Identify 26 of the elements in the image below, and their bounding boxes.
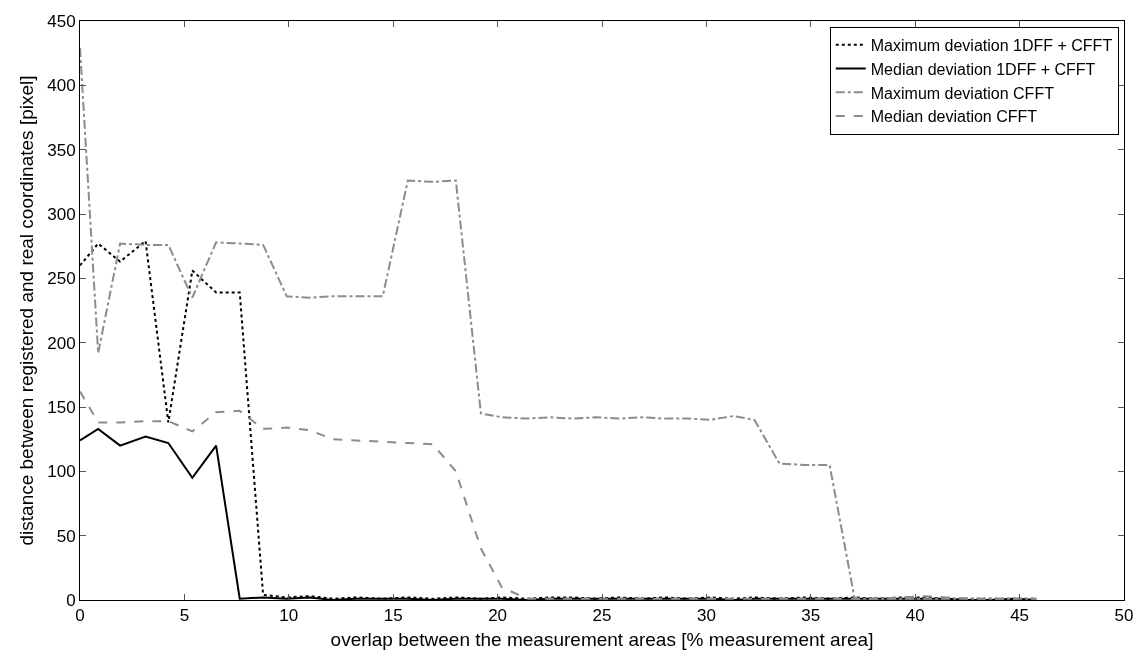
x-tick-label: 15 <box>383 606 403 626</box>
x-tick-label: 45 <box>1010 606 1030 626</box>
x-tick-label: 5 <box>179 606 190 626</box>
legend-label: Maximum deviation 1DFF + CFFT <box>870 36 1113 54</box>
x-axis-title: overlap between the measurement areas [% measurement area] <box>330 629 874 651</box>
y-axis-title: distance between registered and real coordinates [pixel] <box>16 75 38 546</box>
y-tick-label: 350 <box>47 140 76 160</box>
x-tick-label: 25 <box>592 606 612 626</box>
y-tick-label: 250 <box>47 269 76 289</box>
y-tick-label: 150 <box>47 397 76 417</box>
x-tick-label: 50 <box>1114 606 1134 626</box>
y-tick-label: 400 <box>47 76 76 96</box>
x-tick-label: 10 <box>279 606 299 626</box>
y-tick-label: 300 <box>47 204 76 224</box>
y-tick-label: 450 <box>47 11 76 31</box>
x-tick-label: 35 <box>801 606 821 626</box>
x-tick-label: 40 <box>905 606 925 626</box>
legend-label: Median deviation 1DFF + CFFT <box>870 60 1096 78</box>
x-tick-label: 20 <box>488 606 508 626</box>
y-tick-label: 200 <box>47 333 76 353</box>
y-tick-label: 0 <box>66 590 76 610</box>
y-tick-label: 50 <box>56 526 76 546</box>
legend-label: Maximum deviation CFFT <box>870 84 1055 102</box>
x-tick-label: 30 <box>696 606 716 626</box>
legend-label: Median deviation CFFT <box>870 108 1038 126</box>
y-tick-label: 100 <box>47 462 76 482</box>
